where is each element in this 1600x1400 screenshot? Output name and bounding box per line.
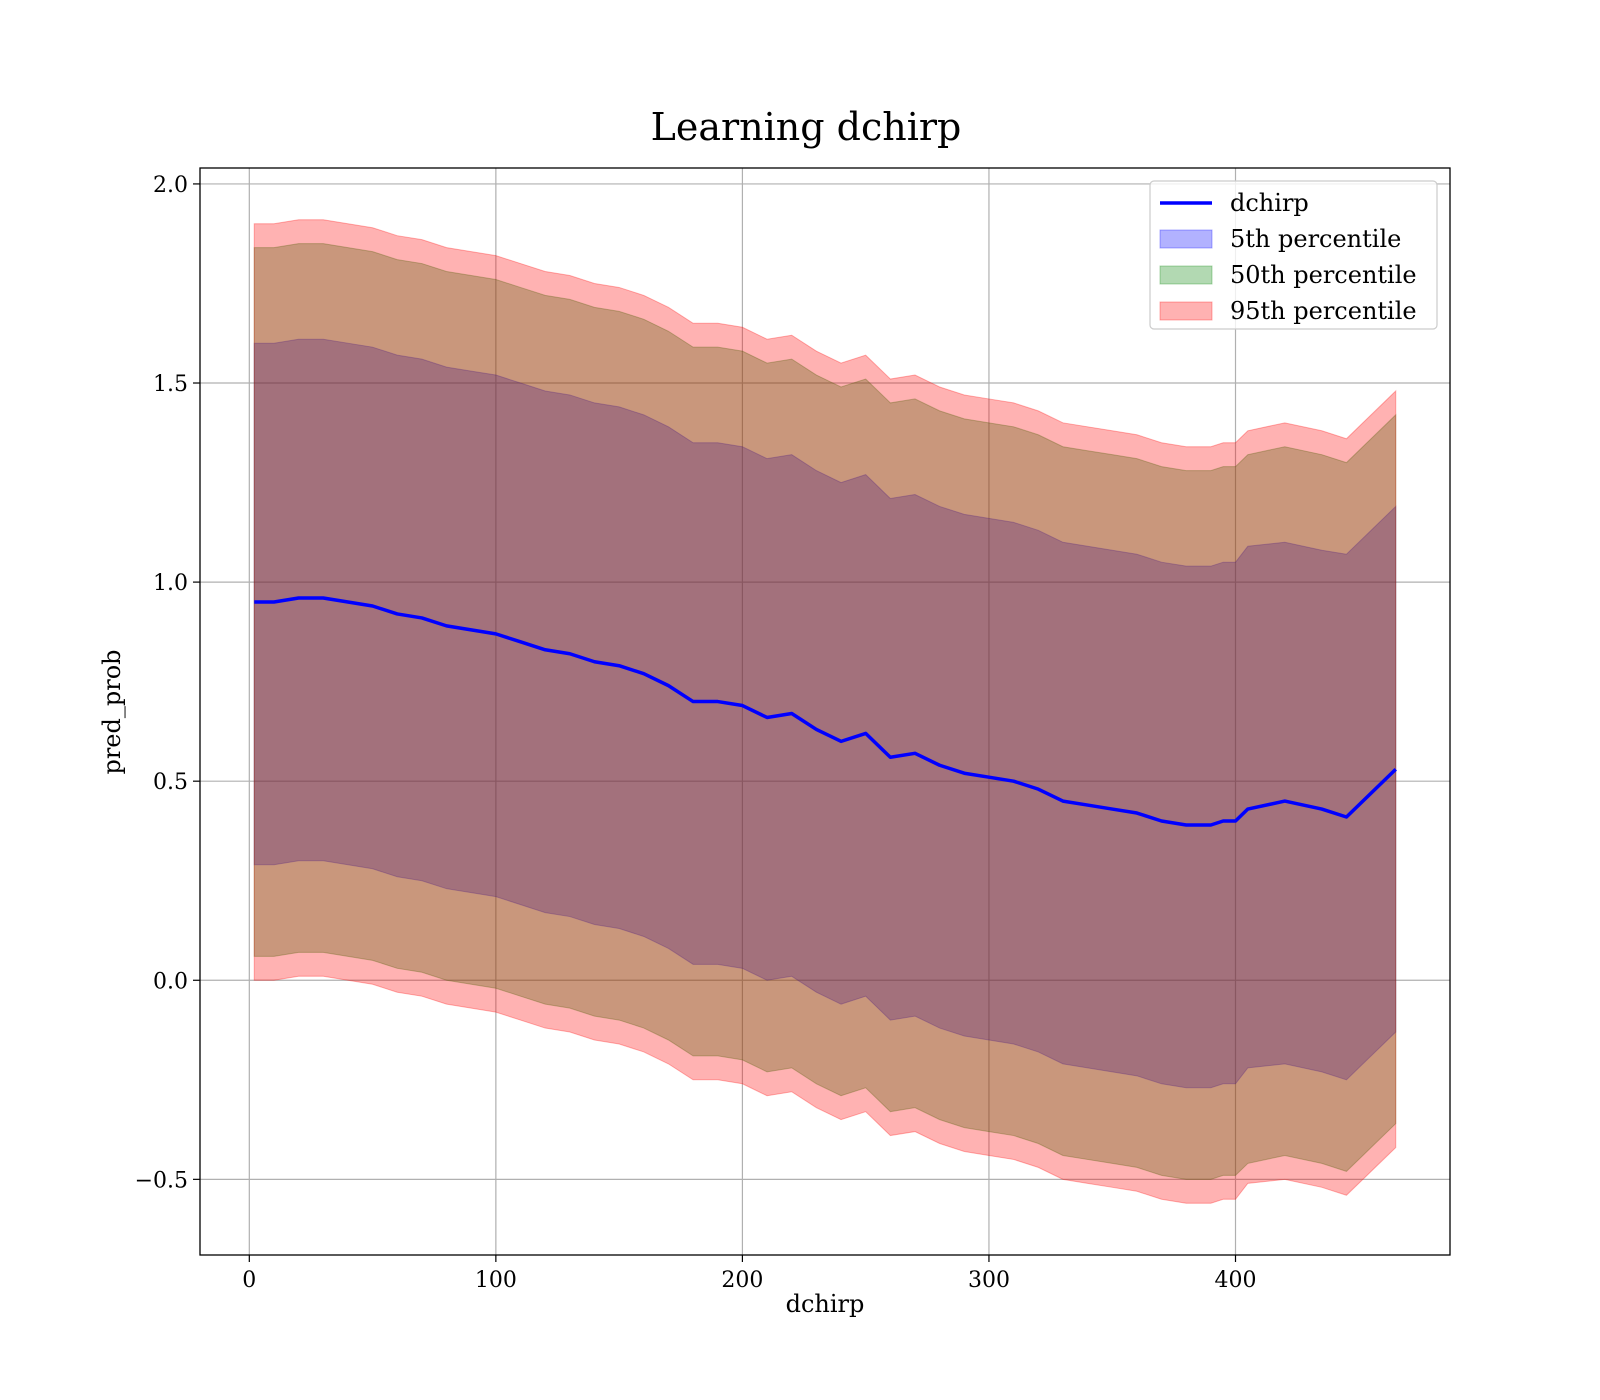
band-50th-percentile xyxy=(253,243,1397,1180)
legend: dchirp 5th percentile 50th percentile 95th … xyxy=(1149,180,1438,330)
legend-label-95th-percentile: 95th percentile xyxy=(1230,297,1417,325)
legend-label-5th-percentile: 5th percentile xyxy=(1230,225,1401,253)
x-tick-label-0: 0 xyxy=(242,1268,256,1293)
x-tick-label-200: 200 xyxy=(721,1268,763,1293)
legend-box xyxy=(1149,180,1438,330)
legend-swatch-50th-percentile xyxy=(1159,265,1213,285)
x-tick-label-100: 100 xyxy=(475,1268,517,1293)
plot-area xyxy=(200,168,1450,1255)
legend-label-dchirp: dchirp xyxy=(1230,189,1309,217)
x-tick-label-300: 300 xyxy=(968,1268,1010,1293)
band-5th-percentile xyxy=(253,338,1397,1089)
y-tick-label-1: 0.0 xyxy=(153,969,188,994)
legend-swatch-95th-percentile xyxy=(1159,301,1213,321)
y-tick-label-2: 0.5 xyxy=(153,770,188,795)
x-tick-label-400: 400 xyxy=(1215,1268,1257,1293)
y-tick-label-3: 1.0 xyxy=(153,571,188,596)
y-tick-label-5: 2.0 xyxy=(153,173,188,198)
axis-ticks: 0 100 200 300 400 −0.5 0.0 0.5 1.0 1.5 2.0 xyxy=(135,173,1257,1293)
x-axis-label: dchirp xyxy=(786,1290,865,1318)
legend-label-50th-percentile: 50th percentile xyxy=(1230,261,1417,289)
chart-title: Learning dchirp xyxy=(651,105,962,149)
legend-swatch-5th-percentile xyxy=(1159,229,1213,249)
line-dchirp xyxy=(254,596,1397,827)
y-tick-label-0: −0.5 xyxy=(135,1168,188,1193)
band-95th-percentile xyxy=(253,219,1397,1204)
y-axis-label: pred_prob xyxy=(98,649,126,774)
y-tick-label-4: 1.5 xyxy=(153,372,188,397)
axes-frame xyxy=(199,167,1451,1256)
